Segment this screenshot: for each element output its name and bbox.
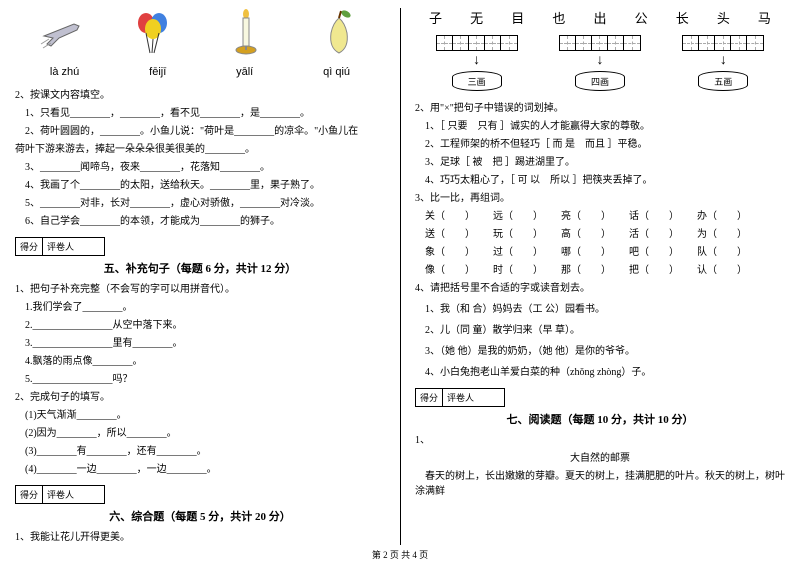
r-q4-head: 4、请把括号里不合适的字或读音划去。 <box>415 281 785 296</box>
grader-label: 评卷人 <box>43 238 78 255</box>
score-label: 得分 <box>16 238 43 255</box>
stroke-unit: ↓ 五画 <box>682 35 764 91</box>
left-column: là zhú fēijī yālí qì qiú 2、按课文内容填空。 1、只看… <box>0 0 400 565</box>
pear-icon <box>314 8 364 58</box>
airplane-icon <box>36 8 86 58</box>
stroke-unit: ↓ 三画 <box>436 35 518 91</box>
char-row: 子 无 目 也 出 公 长 头 马 <box>415 8 785 27</box>
r-q2-item: 2、工程师架的桥不但轻巧［ 而 是 而且 ］平稳。 <box>415 137 785 152</box>
score-label: 得分 <box>16 486 43 503</box>
balloons-icon <box>129 8 179 58</box>
q2-item: 1、只看见________，________，看不见________，是____… <box>15 106 385 121</box>
grid-box <box>682 35 764 51</box>
q2-item: 荷叶下游来游去，捧起一朵朵朵很美很美的________。 <box>15 142 385 157</box>
grader-label: 评卷人 <box>43 486 78 503</box>
q6-1: 1、我能让花儿开得更美。 <box>15 530 385 545</box>
stroke-label: 四画 <box>575 71 625 91</box>
stroke-group: ↓ 三画 ↓ 四画 ↓ 五画 <box>415 35 785 91</box>
r-q3-head: 3、比一比，再组词。 <box>415 191 785 206</box>
candle-icon <box>221 8 271 58</box>
q5-1-head: 1、把句子补充完整（不会写的字可以用拼音代）。 <box>15 282 385 297</box>
page-footer: 第 2 页 共 4 页 <box>0 548 800 561</box>
q2-item: 3、________闻啼鸟，夜来________，花落知________。 <box>15 160 385 175</box>
q5-2-head: 2、完成句子的填写。 <box>15 390 385 405</box>
r-q3-row: 像（ ）时（ ）那（ ）把（ ）认（ ） <box>415 263 785 278</box>
q5-1-item: 5.________________吗？ <box>15 372 385 387</box>
r-q2-item: 1、［ 只要 只有 ］诚实的人才能赢得大家的尊敬。 <box>415 119 785 134</box>
r-q4-item: 1、我（和 合）妈妈去（工 公）园看书。 <box>415 302 785 317</box>
q5-2-item: (4)________一边________，一边________。 <box>15 462 385 477</box>
q5-1-item: 3.________________里有________。 <box>15 336 385 351</box>
q7-1: 1、 <box>415 433 785 448</box>
score-box: 得分 评卷人 <box>15 485 105 504</box>
q5-2-item: (2)因为________，所以________。 <box>15 426 385 441</box>
char: 出 <box>593 8 606 27</box>
q5-1-item: 4.飘落的雨点像________。 <box>15 354 385 369</box>
pinyin-3: yālí <box>236 66 253 78</box>
arrow-down-icon: ↓ <box>720 53 727 69</box>
q7-title: 大自然的邮票 <box>415 451 785 466</box>
grid-box <box>436 35 518 51</box>
r-q3-row: 象（ ）过（ ）哪（ ）吧（ ）队（ ） <box>415 245 785 260</box>
stroke-unit: ↓ 四画 <box>559 35 641 91</box>
pinyin-4: qì qiú <box>323 66 350 78</box>
section-5-title: 五、补充句子（每题 6 分，共计 12 分） <box>15 260 385 276</box>
char: 无 <box>470 8 483 27</box>
r-q2-head: 2、用"×"把句子中错误的词划掉。 <box>415 101 785 116</box>
score-label: 得分 <box>416 389 443 406</box>
q5-1-item: 1.我们学会了________。 <box>15 300 385 315</box>
q2-item: 6、自己学会________的本领，才能成为________的狮子。 <box>15 214 385 229</box>
char: 公 <box>635 8 648 27</box>
score-box: 得分 评卷人 <box>15 237 105 256</box>
char: 马 <box>758 8 771 27</box>
r-q4-item: 4、小白兔抱老山羊爱白菜的种（zhǒng zhòng）子。 <box>415 365 785 380</box>
grader-label: 评卷人 <box>443 389 478 406</box>
image-row <box>15 8 385 58</box>
q2-item: 2、荷叶圆圆的，________。小鱼儿说："荷叶是________的凉伞。"小… <box>15 124 385 139</box>
r-q3-row: 送（ ）玩（ ）高（ ）活（ ）为（ ） <box>415 227 785 242</box>
r-q2-item: 3、足球［ 被 把 ］踢进湖里了。 <box>415 155 785 170</box>
right-column: 子 无 目 也 出 公 长 头 马 ↓ 三画 ↓ 四画 ↓ 五 <box>400 0 800 565</box>
score-box: 得分 评卷人 <box>415 388 505 407</box>
q2-item: 5、________对非，长对________，虚心对骄傲，________对冷… <box>15 196 385 211</box>
char: 头 <box>717 8 730 27</box>
char: 也 <box>552 8 565 27</box>
q2-head: 2、按课文内容填空。 <box>15 88 385 103</box>
char: 目 <box>511 8 524 27</box>
r-q4-item: 3、（她 他）是我的奶奶，（她 他）是你的爷爷。 <box>415 344 785 359</box>
r-q4-item: 2、儿（同 童）散学归来（早 草）。 <box>415 323 785 338</box>
arrow-down-icon: ↓ <box>596 53 603 69</box>
arrow-down-icon: ↓ <box>473 53 480 69</box>
q7-text: 春天的树上，长出嫩嫩的芽瓣。夏天的树上，挂满肥肥的叶片。秋天的树上，树叶涂满鲜 <box>415 469 785 499</box>
pinyin-row: là zhú fēijī yālí qì qiú <box>15 66 385 78</box>
char: 长 <box>676 8 689 27</box>
section-7-title: 七、阅读题（每题 10 分，共计 10 分） <box>415 411 785 427</box>
pinyin-1: là zhú <box>50 66 79 78</box>
stroke-label: 五画 <box>698 71 748 91</box>
r-q2-item: 4、巧巧太粗心了，［ 可 以 所以 ］把筷夹丢掉了。 <box>415 173 785 188</box>
section-6-title: 六、综合题（每题 5 分，共计 20 分） <box>15 508 385 524</box>
r-q3-row: 关（ ）远（ ）亮（ ）话（ ）办（ ） <box>415 209 785 224</box>
q5-2-item: (1)天气渐渐________。 <box>15 408 385 423</box>
q5-1-item: 2.________________从空中落下来。 <box>15 318 385 333</box>
q2-item: 4、我画了个________的太阳，送给秋天。________里，果子熟了。 <box>15 178 385 193</box>
stroke-label: 三画 <box>452 71 502 91</box>
q5-2-item: (3)________有________，还有________。 <box>15 444 385 459</box>
pinyin-2: fēijī <box>149 66 166 78</box>
char: 子 <box>429 8 442 27</box>
grid-box <box>559 35 641 51</box>
